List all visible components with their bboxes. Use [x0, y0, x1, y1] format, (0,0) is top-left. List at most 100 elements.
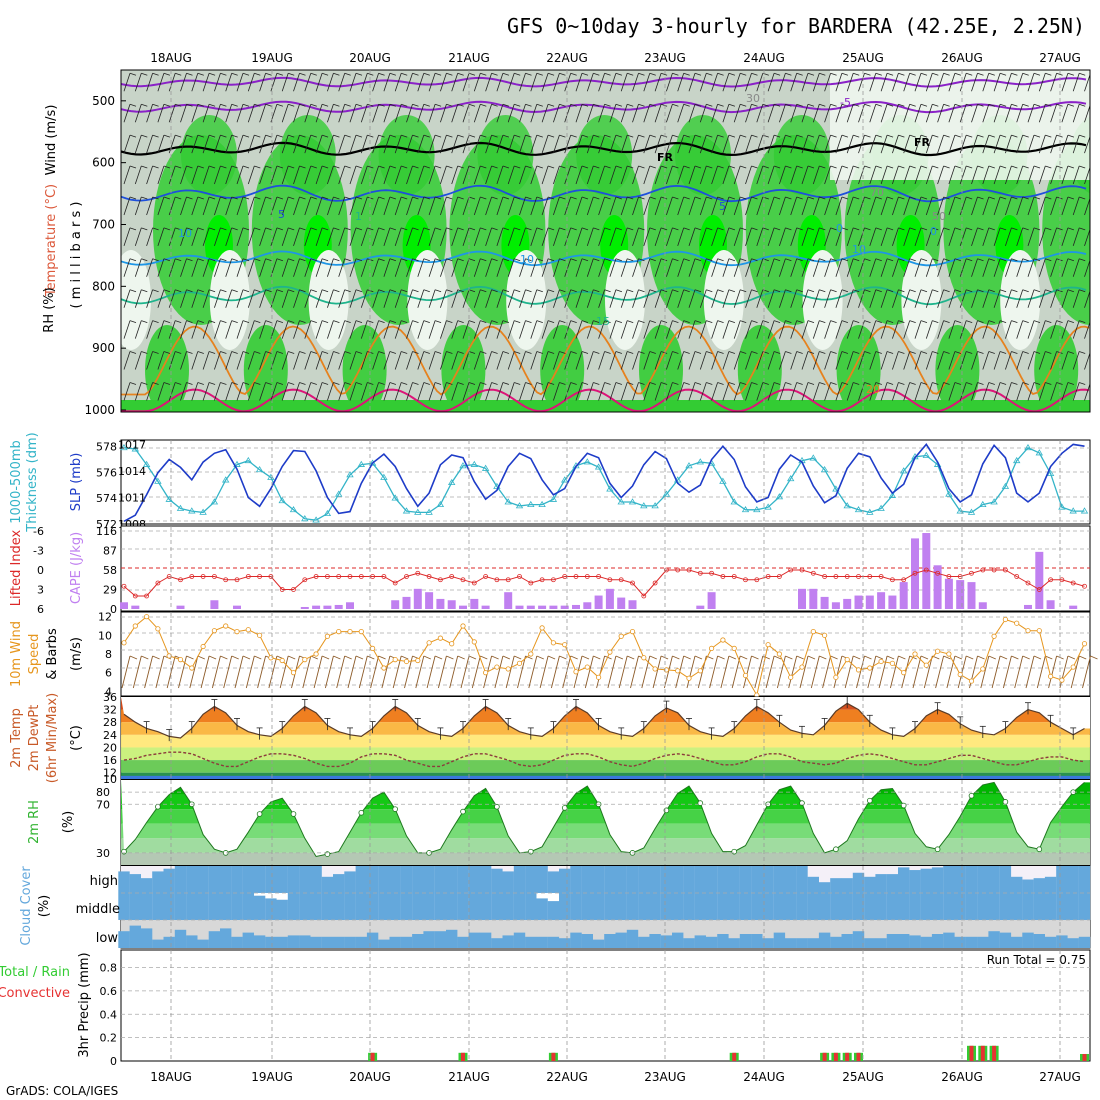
upper-barb-flag-16-2: [310, 134, 317, 138]
upper-barb-37-5: [541, 227, 549, 246]
cloud-cell-low-72: [931, 934, 944, 948]
upper-barb-60-4: [801, 196, 809, 216]
upper-barb-flag-59-10: [796, 382, 803, 385]
cloud-cell-low-76: [977, 936, 989, 948]
upper-barb-flag-45-1: [638, 103, 645, 107]
upper-barb-32-3: [485, 165, 492, 185]
upper-barb-flag-6-7: [197, 289, 204, 293]
upper-barb-9-9: [225, 351, 233, 370]
lifted-index-point-82: [1048, 577, 1053, 583]
surface-barb-52: [709, 655, 719, 689]
upper-barb-29-1: [451, 104, 459, 123]
upper-barb-flag-67-9: [886, 351, 894, 354]
upper-barb-flag-31-10: [480, 382, 487, 385]
upper-barb-flag-33-1: [502, 103, 510, 107]
upper-barb-flag-19-3: [344, 165, 351, 169]
upper-barb-26-3: [417, 165, 425, 185]
wind-speed-point-18: [324, 633, 330, 639]
surface-barb-36: [528, 655, 538, 689]
upper-barb-flag-50-7: [694, 289, 702, 293]
upper-barb-flag-15-3: [299, 165, 306, 169]
upper-barb-flag-26-4: [423, 196, 430, 200]
upper-barb-24-5: [394, 227, 402, 246]
upper-barb-9-0: [225, 73, 233, 92]
upper-barb-30-0: [462, 73, 470, 92]
upper-barb-22-2: [372, 134, 379, 154]
thickness-point-65: [854, 506, 863, 513]
cloud-cell-low-19: [333, 936, 345, 948]
upper-barb-flag-35-3: [525, 165, 532, 169]
upper-barb-flag-51-9: [706, 351, 713, 354]
cloud-cell-high-45: [626, 866, 639, 893]
date-label-bottom-9: 27AUG: [1039, 1070, 1081, 1084]
upper-barb-flag-33-5: [502, 227, 510, 231]
lifted-index-point-60: [799, 567, 805, 573]
thickness-point-79: [1012, 456, 1021, 464]
upper-barb-flag-11-10: [254, 382, 261, 385]
cloud-cell-low-36: [525, 936, 537, 948]
upper-barb-flag-79-8: [1022, 320, 1029, 323]
cloud-cell-low-0: [118, 931, 130, 948]
upper-barb-20-2: [349, 134, 357, 154]
cloud-cell-low-15: [287, 935, 300, 948]
upper-barb-75-3: [971, 165, 978, 185]
upper-barb-flag-16-1: [310, 103, 317, 107]
lifted-index-point-3: [155, 580, 161, 586]
upper-barb-flag-5-4: [186, 196, 193, 200]
upper-barb-flag-32-8: [491, 320, 498, 323]
upper-barb-84-10: [1072, 382, 1080, 401]
upper-barb-43-1: [609, 104, 617, 123]
upper-barb-flag-38-7: [559, 289, 566, 293]
cloud-cell-middle-78: [999, 893, 1012, 920]
upper-barb-38-0: [553, 73, 560, 92]
upper-barb-flag-36-5: [536, 227, 543, 231]
upper-barb-68-5: [892, 227, 899, 246]
upper-barb-flag-71-3: [932, 165, 939, 169]
upper-barb-80-6: [1027, 258, 1035, 277]
cloud-cell-middle-30: [457, 893, 469, 920]
upper-barb-flag-35-2: [525, 134, 532, 138]
cloud-cell-low-60: [796, 938, 808, 948]
upper-barb-65-6: [858, 258, 865, 277]
upper-barb-44-5: [620, 227, 628, 246]
upper-barb-flag-85-9: [1091, 352, 1097, 354]
upper-barb-flag-37-3: [547, 165, 555, 169]
upper-barb-flag-74-7: [966, 289, 973, 293]
surface-barb-flag-48: [672, 655, 680, 660]
wind-speed-point-74: [957, 671, 963, 678]
pressure-tick-900: 900: [92, 341, 115, 355]
upper-barb-flag-81-6: [1045, 258, 1052, 262]
surface-barb-72: [935, 655, 945, 689]
upper-barb-flag-76-6: [988, 258, 995, 262]
upper-barb-flag-51-6: [706, 258, 713, 262]
upper-barb-flag-39-2: [570, 134, 577, 138]
upper-barb-53-9: [722, 351, 730, 370]
upper-barb-flag-82-5: [1056, 227, 1063, 231]
upper-barb-flag-11-1: [254, 103, 261, 107]
precip-frame: [120, 949, 1091, 1062]
rh-point-51: [697, 800, 704, 806]
upper-barb-flag-14-5: [288, 227, 295, 231]
upper-barb-flag-9-6: [231, 258, 238, 262]
surface-barb-57: [765, 655, 775, 689]
temp-band-3: [121, 734, 1090, 748]
upper-barb-37-3: [541, 165, 549, 185]
upper-barb-flag-85-5: [1091, 228, 1097, 230]
surface-barb-27: [426, 655, 436, 689]
upper-barb-flag-26-2: [423, 134, 430, 138]
upper-barb-0-6: [123, 258, 131, 277]
upper-barb-flag-31-6: [480, 258, 487, 262]
upper-barb-flag-39-9: [570, 351, 577, 354]
upper-barb-flag-0-10: [129, 382, 137, 385]
upper-barb-flag-24-2: [401, 134, 408, 138]
upper-barb-4-1: [168, 104, 176, 123]
cloud-cell-high-69: [898, 867, 910, 893]
surface-barb-flag-0: [129, 655, 138, 660]
upper-barb-flag-35-4: [525, 196, 532, 200]
wind-speed-point-64: [844, 656, 850, 663]
upper-barb-flag-15-7: [299, 289, 306, 293]
upper-barb-48-8: [666, 320, 673, 339]
surface-barb-80: [1025, 655, 1035, 689]
thickness-point-62: [820, 465, 829, 473]
upper-barb-flag-74-1: [966, 103, 973, 107]
